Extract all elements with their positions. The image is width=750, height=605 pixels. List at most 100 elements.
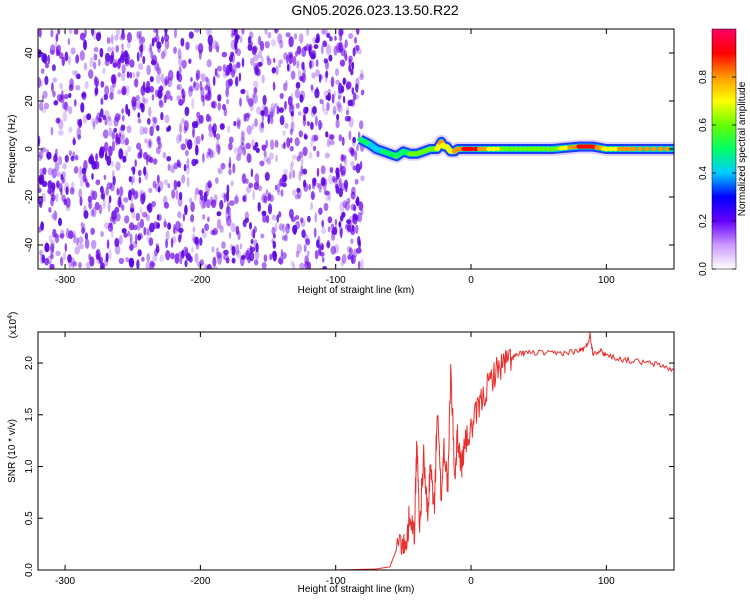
noise-speck	[144, 138, 148, 144]
noise-speck	[38, 151, 41, 157]
noise-speck	[68, 84, 74, 92]
noise-speck	[194, 192, 197, 202]
noise-speck	[313, 44, 319, 50]
noise-speck	[67, 254, 72, 263]
noise-speck	[248, 97, 254, 107]
noise-speck	[281, 252, 287, 260]
noise-speck	[173, 46, 177, 54]
noise-speck	[259, 122, 265, 133]
noise-speck	[119, 134, 125, 145]
noise-speck	[78, 262, 82, 269]
noise-speck	[154, 248, 159, 257]
noise-speck	[295, 250, 300, 258]
noise-speck	[63, 93, 69, 100]
noise-speck	[333, 90, 337, 98]
noise-speck	[121, 64, 126, 74]
noise-speck	[128, 176, 132, 183]
noise-speck	[184, 260, 188, 268]
noise-speck	[204, 223, 210, 231]
noise-speck	[296, 243, 302, 254]
noise-speck	[126, 32, 132, 43]
noise-speck	[170, 252, 175, 260]
noise-speck	[321, 256, 325, 263]
noise-speck	[339, 34, 343, 42]
noise-speck	[340, 259, 345, 267]
noise-speck	[278, 211, 282, 218]
noise-speck	[136, 100, 142, 111]
noise-speck	[230, 222, 236, 233]
noise-speck	[119, 186, 124, 197]
y-multiplier: (x104)	[7, 312, 19, 339]
x-tick-label: -100	[326, 275, 346, 286]
noise-speck	[265, 215, 270, 224]
noise-speck	[164, 114, 170, 124]
noise-speck	[124, 215, 130, 224]
noise-speck	[107, 115, 112, 122]
noise-speck	[266, 58, 272, 66]
noise-speck	[187, 139, 193, 150]
noise-speck	[330, 245, 337, 255]
noise-speck	[292, 262, 296, 269]
noise-speck	[137, 118, 142, 124]
noise-speck	[208, 86, 211, 98]
noise-speck	[114, 206, 120, 214]
noise-speck	[226, 184, 230, 195]
noise-speck	[284, 234, 288, 242]
y-tick-label: 40	[24, 47, 35, 59]
noise-speck	[108, 195, 112, 204]
noise-speck	[271, 238, 274, 244]
noise-speck	[59, 82, 63, 90]
noise-speck	[216, 73, 220, 79]
noise-speck	[198, 196, 202, 205]
noise-speck	[241, 29, 245, 35]
noise-speck	[126, 71, 130, 79]
noise-speck	[299, 262, 305, 269]
noise-speck	[104, 52, 111, 62]
noise-speck	[294, 50, 298, 57]
noise-speck	[129, 59, 135, 68]
noise-speck	[292, 189, 297, 196]
noise-speck	[300, 165, 304, 177]
noise-speck	[179, 232, 183, 239]
noise-speck	[43, 243, 49, 253]
noise-speck	[279, 92, 284, 100]
noise-speck	[50, 242, 55, 254]
noise-speck	[307, 250, 310, 257]
ridge-point	[612, 146, 619, 152]
noise-speck	[70, 155, 75, 162]
noise-speck	[325, 44, 332, 55]
noise-speck	[253, 54, 259, 62]
noise-speck	[61, 56, 65, 67]
noise-speck	[84, 238, 90, 249]
noise-speck	[126, 42, 131, 49]
noise-speck	[95, 153, 98, 162]
noise-speck	[205, 76, 209, 83]
noise-speck	[130, 176, 134, 186]
noise-speck	[217, 102, 222, 111]
noise-speck	[90, 189, 94, 201]
noise-speck	[320, 165, 326, 175]
noise-speck	[272, 81, 276, 91]
noise-speck	[286, 63, 290, 72]
noise-speck	[107, 116, 113, 127]
noise-speck	[56, 181, 59, 190]
noise-speck	[352, 47, 356, 57]
noise-speck	[183, 120, 189, 132]
x-tick-label: 0	[468, 275, 474, 286]
noise-speck	[254, 173, 260, 183]
noise-speck	[167, 163, 171, 171]
noise-speck	[191, 246, 194, 253]
noise-speck	[215, 177, 219, 184]
noise-speck	[311, 134, 317, 143]
noise-speck	[334, 35, 337, 41]
ridge-point	[558, 146, 565, 151]
noise-speck	[280, 189, 284, 197]
noise-speck	[261, 144, 267, 151]
noise-speck	[251, 123, 255, 130]
noise-speck	[208, 123, 213, 132]
noise-speck	[230, 180, 234, 187]
noise-speck	[338, 41, 344, 53]
noise-speck	[178, 222, 183, 228]
noise-speck	[49, 49, 55, 55]
